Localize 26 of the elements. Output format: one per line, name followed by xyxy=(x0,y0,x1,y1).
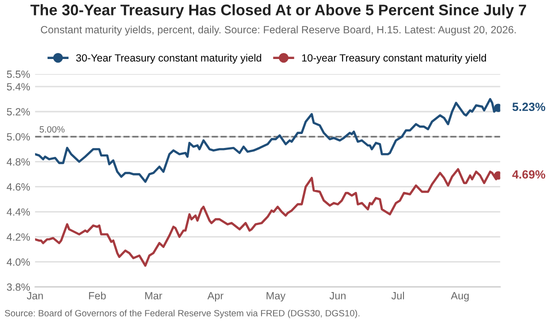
chart-subtitle: Constant maturity yields, percent, daily. Source: Federal Reserve Board, H.15. Latest: August 20, 2026. xyxy=(40,26,516,36)
x-tick-label: Jun xyxy=(330,292,346,300)
x-tick-label: Apr xyxy=(207,292,224,302)
y-tick-label: 4.6% xyxy=(6,183,30,191)
legend-label: 30-Year Treasury constant maturity yield xyxy=(76,54,262,64)
y-tick-label: 4.8% xyxy=(6,158,30,166)
x-tick-label: Aug xyxy=(450,292,469,302)
y-tick-label: 3.8% xyxy=(6,283,30,291)
y-tick-label: 5.0% xyxy=(6,133,30,141)
x-tick-label: Mar xyxy=(145,292,162,300)
y-tick-label: 5.5% xyxy=(6,70,30,78)
annotation: 5.23% xyxy=(512,102,546,112)
y-tick-label: 5.4% xyxy=(6,83,30,90)
x-tick-label: Jan xyxy=(26,292,43,300)
annotation: 4.69% xyxy=(512,170,546,179)
chart-title: The 30-Year Treasury Has Closed At or Above 5 Percent Since July 7 xyxy=(30,4,526,18)
x-tick-label: Feb xyxy=(89,292,106,300)
y-tick-label: 4.0% xyxy=(6,258,30,266)
x-tick-label: May xyxy=(266,292,286,302)
ref-line-label: 5.00% xyxy=(40,126,65,133)
source-note: Source: Board of Governors of the Federal Reserve System via FRED (DGS30, DGS10). xyxy=(4,310,360,318)
x-tick-label: Jul xyxy=(391,292,404,300)
y-tick-label: 5.2% xyxy=(6,108,30,116)
y-tick-label: 4.4% xyxy=(6,208,30,216)
legend-label: 10-year Treasury constant maturity yield xyxy=(302,54,486,64)
y-tick-label: 4.2% xyxy=(6,233,30,241)
